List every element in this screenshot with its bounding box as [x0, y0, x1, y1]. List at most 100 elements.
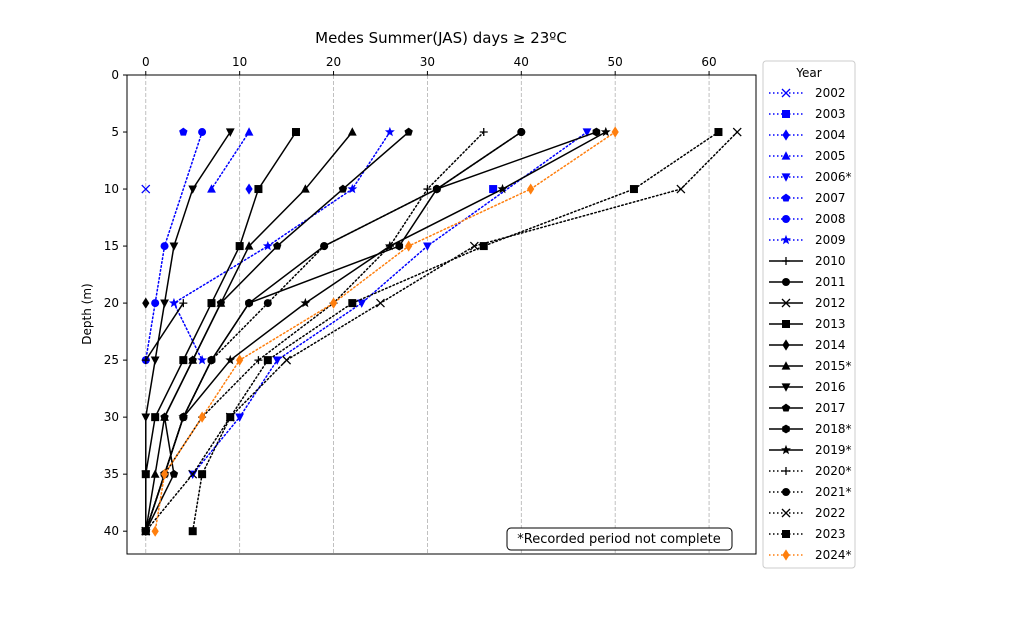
marker-star: [300, 297, 311, 308]
marker-x: [781, 298, 791, 308]
marker-square: [479, 242, 488, 251]
series-2004: [245, 183, 253, 195]
legend-label: 2017: [815, 401, 846, 415]
marker-circle: [207, 356, 216, 365]
marker-x: [141, 184, 151, 194]
series-2017: [141, 127, 413, 535]
legend-item: 2005: [769, 149, 846, 163]
marker-triangle-down: [357, 299, 367, 308]
legend-label: 2010: [815, 254, 846, 268]
series-line: [145, 131, 297, 532]
y-tick-label: 10: [104, 182, 119, 196]
marker-triangle-down: [272, 356, 282, 365]
marker-plus: [254, 356, 263, 365]
y-tick-label: 0: [111, 68, 119, 82]
marker-hexagon: [782, 424, 790, 434]
legend-item: 2009: [769, 233, 846, 247]
marker-diamond: [198, 411, 206, 423]
marker-pentagon: [216, 298, 226, 307]
legend-label: 2019*: [815, 443, 852, 457]
marker-circle: [160, 242, 169, 251]
legend-item: 2003: [769, 107, 846, 121]
legend-label: 2013: [815, 317, 846, 331]
legend-item: 2021*: [769, 485, 852, 499]
marker-star: [197, 354, 208, 365]
marker-star: [781, 234, 791, 245]
series-2022: [141, 127, 742, 536]
marker-circle: [179, 413, 188, 422]
marker-pentagon: [781, 193, 791, 202]
series-line: [145, 131, 410, 532]
legend-item: 2007: [769, 191, 846, 205]
marker-square: [629, 185, 638, 194]
marker-circle: [782, 278, 790, 286]
marker-plus: [782, 467, 790, 475]
marker-square: [235, 242, 244, 251]
marker-diamond: [160, 468, 169, 480]
marker-diamond: [329, 297, 338, 309]
marker-triangle-down: [160, 299, 169, 308]
marker-diamond: [142, 297, 150, 309]
series-line: [191, 131, 588, 475]
legend-label: 2009: [815, 233, 846, 247]
marker-pentagon: [338, 184, 348, 193]
marker-diamond: [236, 354, 244, 366]
series-2005: [207, 127, 254, 193]
marker-plus: [141, 356, 150, 365]
series-line: [145, 131, 232, 532]
marker-triangle-up: [781, 151, 791, 160]
legend-label: 2024*: [815, 548, 852, 562]
marker-hexagon: [395, 241, 404, 251]
marker-triangle-up: [207, 184, 216, 193]
marker-triangle-down: [150, 356, 160, 365]
marker-square: [254, 185, 263, 194]
series-line: [210, 131, 250, 190]
marker-circle: [517, 128, 526, 137]
marker-hexagon: [245, 298, 253, 308]
x-tick-label: 0: [142, 55, 150, 69]
marker-triangle-up: [244, 127, 254, 136]
marker-plus: [423, 185, 432, 194]
legend-label: 2007: [815, 191, 846, 205]
marker-x: [781, 508, 791, 518]
series-2002: [141, 184, 151, 194]
legend-item: 2024*: [769, 548, 852, 562]
marker-triangle-down: [423, 242, 432, 251]
legend-label: 2005: [815, 149, 846, 163]
legend-item: 2004: [769, 128, 846, 142]
series-2010: [141, 299, 188, 365]
annotation-text: *Recorded period not complete: [517, 532, 721, 547]
legend-item: 2011: [769, 275, 846, 289]
marker-plus: [479, 128, 488, 137]
y-tick-label: 5: [111, 125, 119, 139]
marker-pentagon: [781, 403, 791, 412]
marker-x: [282, 355, 292, 365]
marker-x: [376, 298, 385, 308]
x-tick-label: 30: [420, 55, 435, 69]
marker-triangle-up: [781, 361, 791, 370]
marker-triangle-down: [781, 173, 791, 182]
marker-circle: [432, 185, 441, 194]
legend-label: 2020*: [815, 464, 852, 478]
marker-star: [384, 126, 395, 137]
series-line: [154, 131, 616, 532]
series-2024: [151, 126, 619, 537]
series-line: [172, 131, 391, 361]
marker-triangle-up: [244, 241, 254, 250]
series-2023: [188, 128, 723, 536]
marker-square: [782, 320, 790, 328]
legend-item: 2022: [769, 506, 846, 520]
plot-area: 0 10 20 30 40 50 60 0 5 10 15 20 25 30 35 40: [104, 55, 757, 555]
marker-triangle-down: [141, 413, 151, 422]
marker-hexagon: [592, 127, 601, 137]
marker-star: [168, 297, 179, 308]
marker-triangle-up: [150, 469, 160, 478]
marker-circle: [198, 128, 207, 137]
marker-star: [225, 354, 236, 365]
series-line: [145, 131, 523, 532]
marker-pentagon: [179, 127, 188, 136]
marker-circle: [782, 215, 790, 223]
marker-triangle-up: [300, 184, 310, 193]
legend-label: 2016: [815, 380, 846, 394]
x-tick-label: 20: [326, 55, 341, 69]
